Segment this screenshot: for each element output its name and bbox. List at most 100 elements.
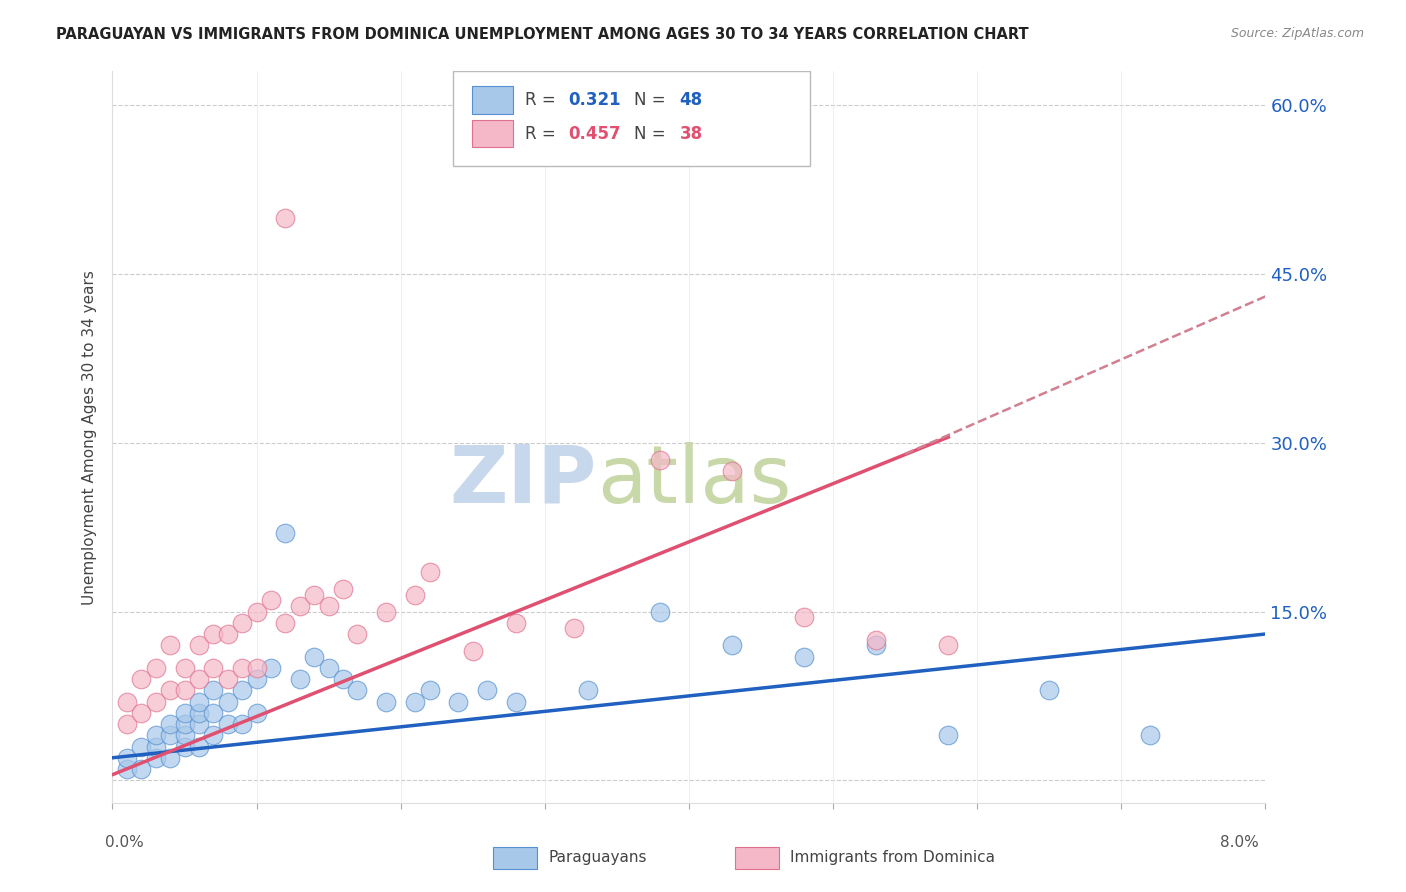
Point — [129, 706, 153, 720]
Point — [505, 615, 527, 630]
Point — [129, 739, 153, 754]
Point — [332, 582, 354, 596]
Text: atlas: atlas — [596, 442, 792, 520]
Point — [115, 751, 138, 765]
Point — [938, 638, 960, 652]
Text: Paraguayans: Paraguayans — [548, 850, 647, 865]
Bar — [472, 120, 513, 147]
Text: 0.457: 0.457 — [568, 125, 620, 143]
Point — [648, 452, 672, 467]
Text: R =: R = — [526, 125, 561, 143]
Point — [576, 683, 599, 698]
Point — [145, 728, 167, 742]
Point — [188, 638, 211, 652]
Point — [115, 694, 138, 708]
Point — [332, 672, 354, 686]
Point — [231, 615, 253, 630]
Point — [246, 706, 269, 720]
Point — [173, 706, 195, 720]
Point — [159, 683, 181, 698]
Point — [865, 632, 887, 647]
Point — [505, 694, 527, 708]
Point — [260, 661, 283, 675]
Y-axis label: Unemployment Among Ages 30 to 34 years: Unemployment Among Ages 30 to 34 years — [82, 269, 97, 605]
Text: 8.0%: 8.0% — [1219, 836, 1258, 850]
Point — [173, 728, 195, 742]
Point — [188, 672, 211, 686]
Point — [159, 717, 181, 731]
Text: N =: N = — [634, 91, 671, 109]
Point — [188, 694, 211, 708]
Point — [173, 661, 195, 675]
Point — [304, 649, 326, 664]
Text: N =: N = — [634, 125, 671, 143]
Point — [721, 638, 744, 652]
Point — [346, 683, 368, 698]
Point — [304, 588, 326, 602]
Point — [145, 694, 167, 708]
Point — [375, 694, 398, 708]
Point — [159, 751, 181, 765]
Point — [1139, 728, 1161, 742]
Point — [288, 599, 311, 613]
Point — [217, 717, 239, 731]
Point — [202, 728, 225, 742]
Point — [202, 661, 225, 675]
Point — [562, 621, 585, 635]
Point — [288, 672, 311, 686]
Point — [188, 717, 211, 731]
Point — [375, 605, 398, 619]
Text: 48: 48 — [679, 91, 703, 109]
Point — [145, 739, 167, 754]
Point — [145, 661, 167, 675]
Point — [318, 661, 340, 675]
Point — [260, 593, 283, 607]
Point — [404, 588, 426, 602]
Point — [145, 751, 167, 765]
Bar — [735, 847, 779, 869]
Point — [129, 762, 153, 776]
Point — [318, 599, 340, 613]
Point — [447, 694, 470, 708]
Point — [793, 610, 815, 624]
Point — [173, 683, 195, 698]
Point — [115, 762, 138, 776]
Point — [217, 627, 239, 641]
Point — [159, 638, 181, 652]
Point — [419, 565, 441, 579]
Point — [173, 739, 195, 754]
Point — [938, 728, 960, 742]
Point — [159, 728, 181, 742]
Point — [274, 525, 297, 540]
Point — [793, 649, 815, 664]
Text: Source: ZipAtlas.com: Source: ZipAtlas.com — [1230, 27, 1364, 40]
Text: R =: R = — [526, 91, 561, 109]
Point — [246, 661, 269, 675]
Point — [115, 717, 138, 731]
Text: 38: 38 — [679, 125, 703, 143]
Point — [231, 661, 253, 675]
Point — [202, 683, 225, 698]
Point — [274, 615, 297, 630]
Point — [648, 605, 672, 619]
Bar — [494, 847, 537, 869]
Point — [231, 683, 253, 698]
Point — [231, 717, 253, 731]
Point — [475, 683, 498, 698]
Point — [419, 683, 441, 698]
Point — [274, 211, 297, 225]
Point — [246, 672, 269, 686]
Point — [217, 672, 239, 686]
Text: 0.321: 0.321 — [568, 91, 620, 109]
Point — [202, 706, 225, 720]
Point — [865, 638, 887, 652]
Point — [461, 644, 484, 658]
Point — [721, 464, 744, 478]
FancyBboxPatch shape — [453, 71, 810, 167]
Point — [202, 627, 225, 641]
Text: 0.0%: 0.0% — [105, 836, 145, 850]
Point — [173, 717, 195, 731]
Point — [246, 605, 269, 619]
Point — [404, 694, 426, 708]
Text: ZIP: ZIP — [450, 442, 596, 520]
